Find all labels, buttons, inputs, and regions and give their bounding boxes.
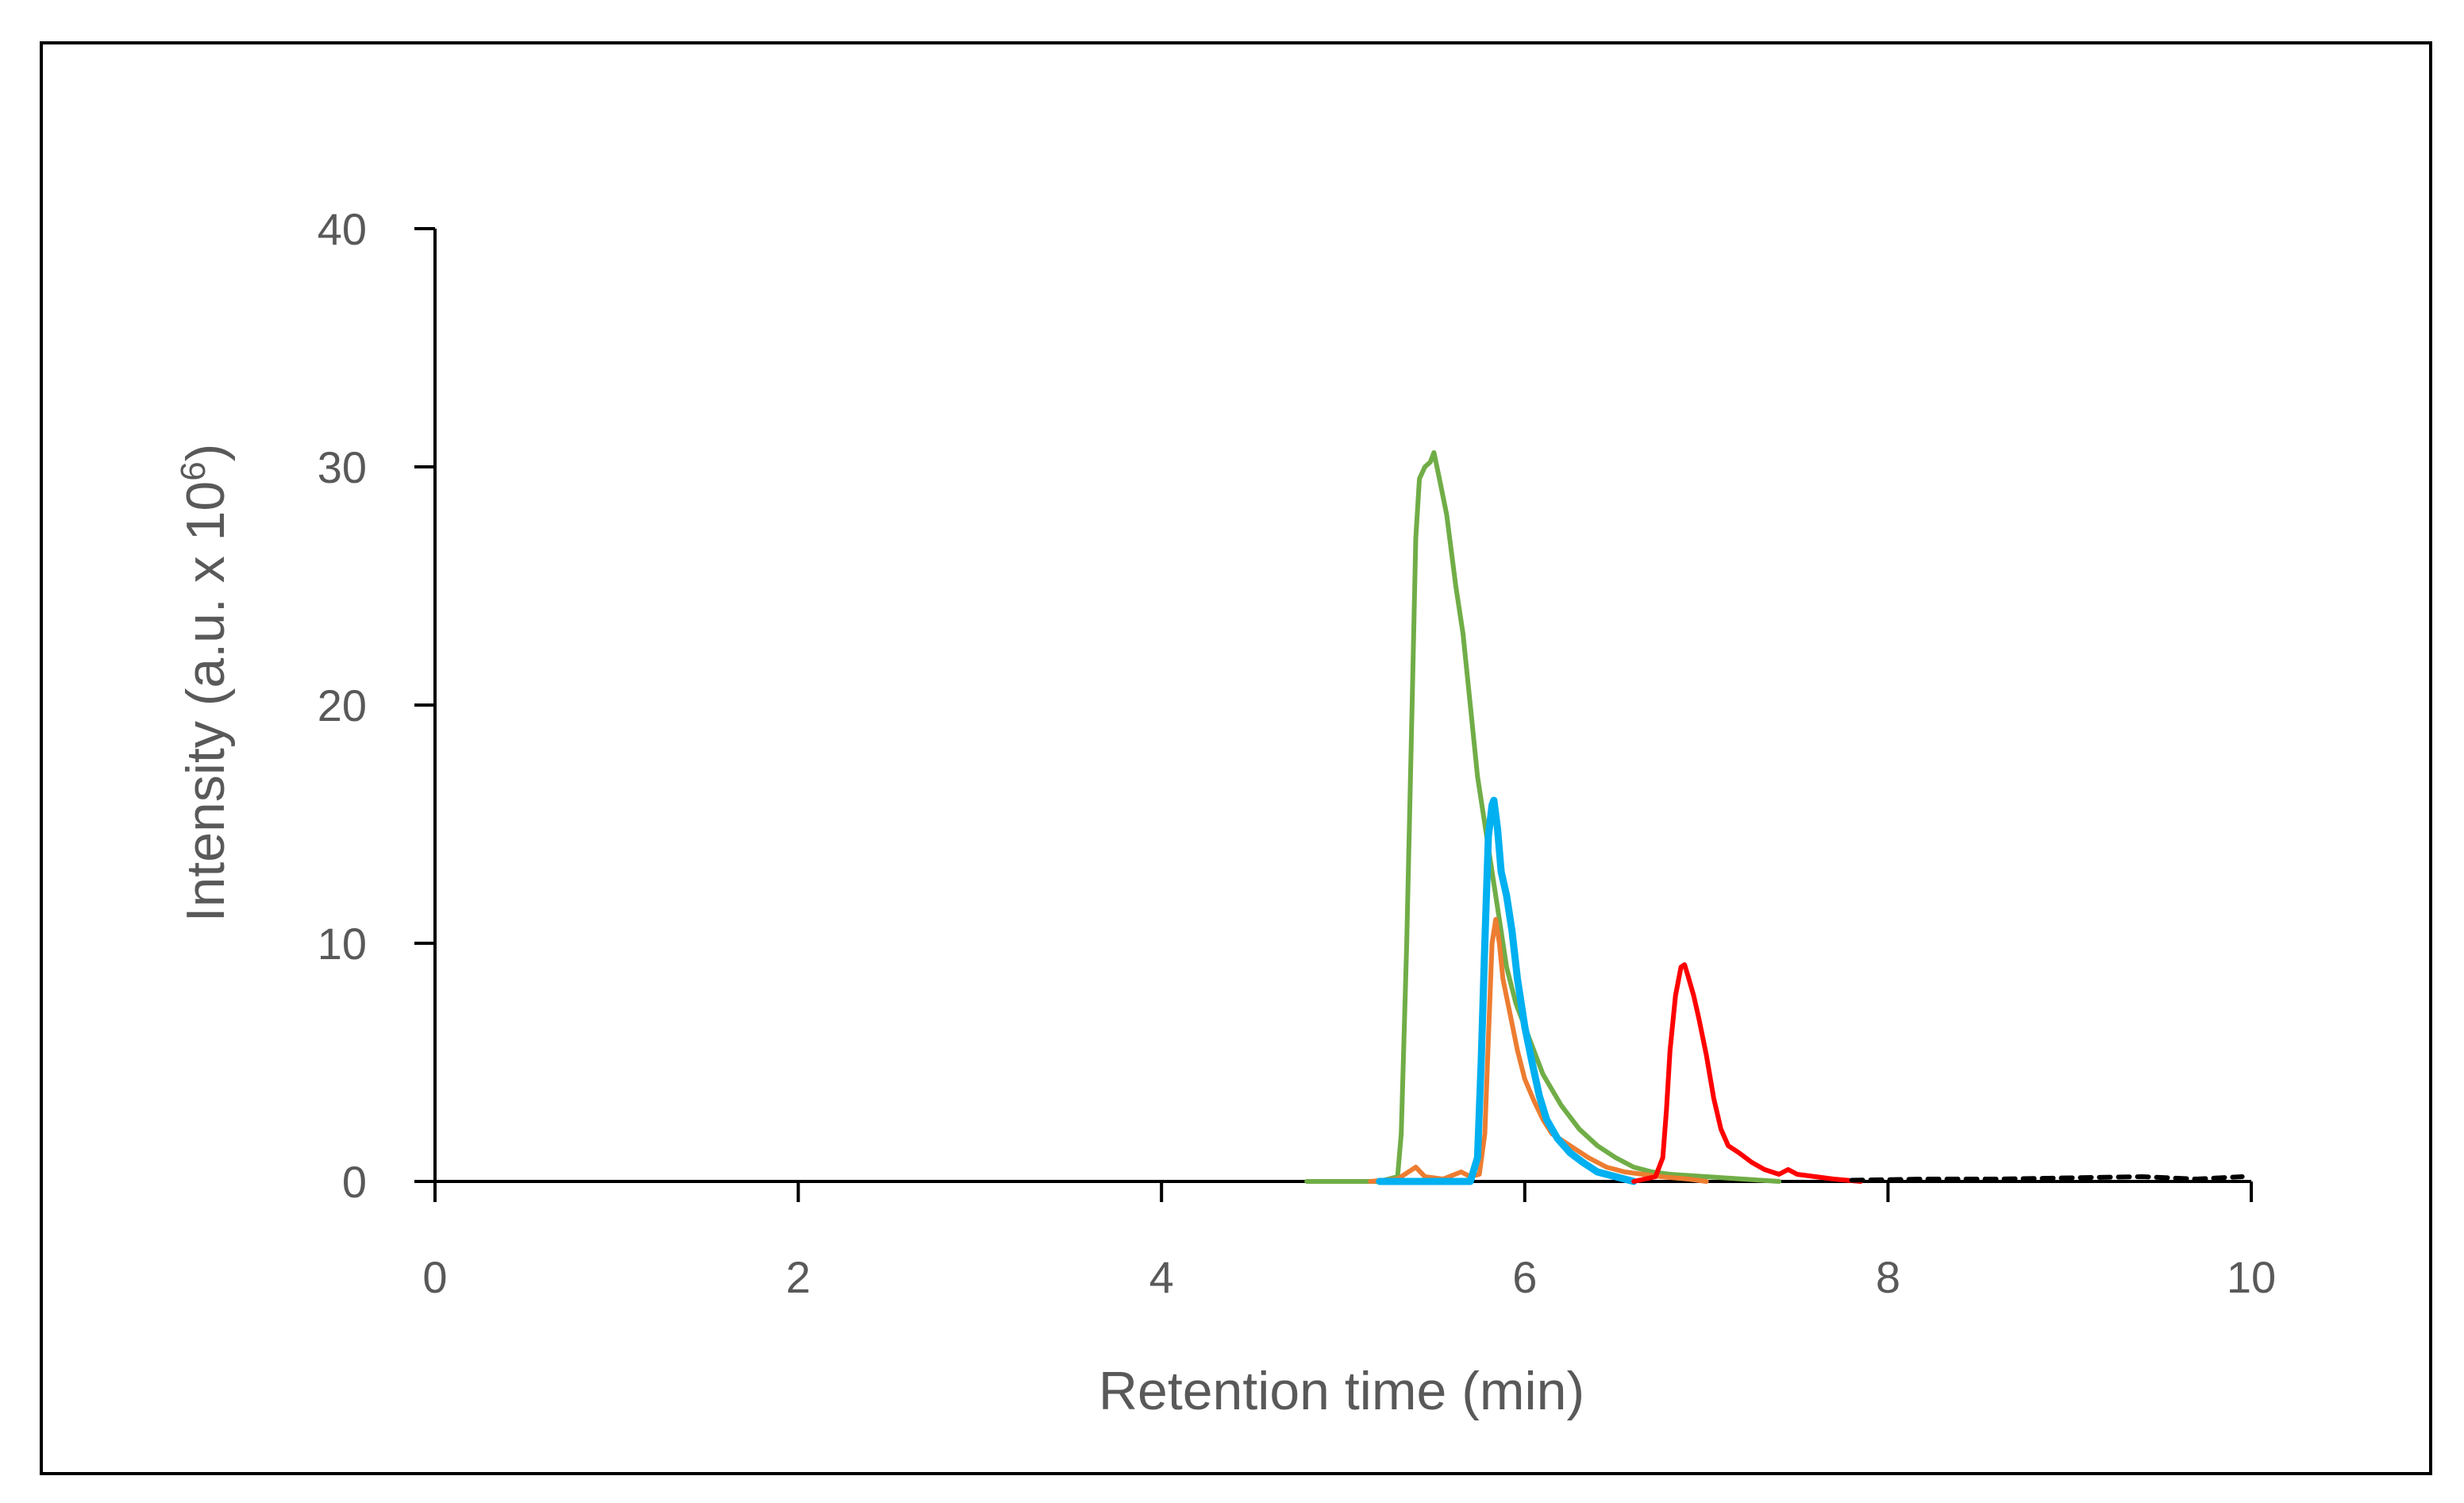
y-tick-label: 20: [318, 680, 367, 730]
x-tick-label: 8: [1876, 1252, 1900, 1302]
series-line-2: [1368, 917, 1709, 1184]
y-tick-label: 40: [318, 204, 367, 254]
x-tick-label: 0: [422, 1252, 447, 1302]
y-axis-title: Intensity (a.u. x 106): [174, 444, 236, 923]
y-tick-label: 0: [342, 1157, 367, 1207]
y-tick-label: 10: [318, 919, 367, 969]
y-axis-title-end: ): [175, 444, 236, 462]
x-tick-label: 10: [2227, 1252, 2276, 1302]
y-axis-title-main: Intensity (a.u. x 10: [175, 481, 236, 923]
y-axis-title-superscript: 6: [174, 461, 213, 480]
x-tick-label: 4: [1149, 1252, 1174, 1302]
series-line-4: [1631, 962, 1864, 1184]
x-tick-label: 6: [1512, 1252, 1537, 1302]
x-axis-title: Retention time (min): [1099, 1361, 1584, 1421]
x-axis: 0 2 4 6 8 10: [414, 1180, 2276, 1302]
series-line-3: [1376, 796, 1638, 1185]
series-layer: [1304, 450, 2245, 1185]
y-axis: 0 10 20 30 40: [318, 204, 437, 1207]
series-line-5: [1849, 1174, 2245, 1183]
series-line-1: [1304, 450, 1782, 1184]
y-tick-label: 30: [318, 442, 367, 492]
x-tick-label: 2: [786, 1252, 810, 1302]
chart-frame: [40, 41, 2432, 1475]
